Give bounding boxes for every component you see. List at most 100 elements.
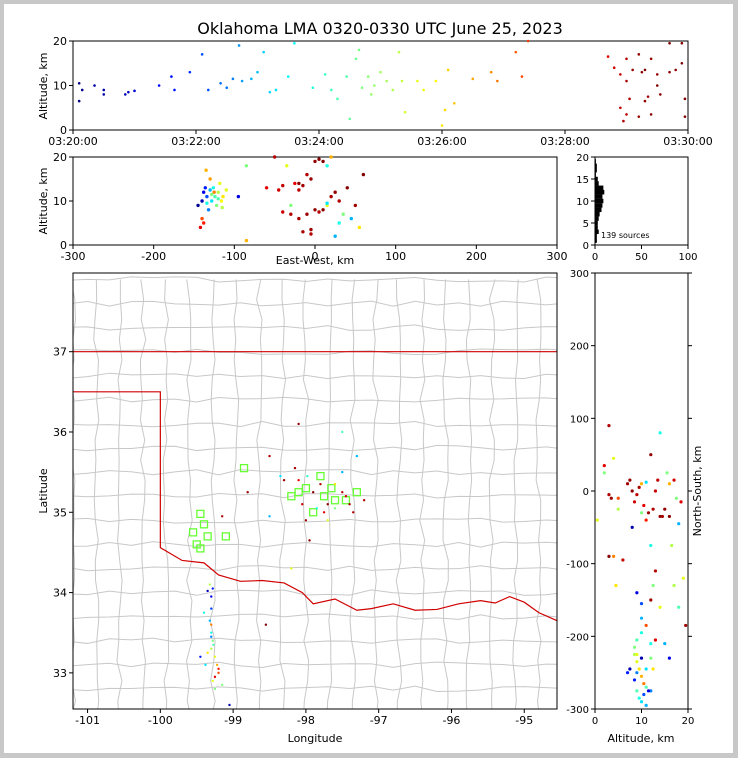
lightning-source-point <box>658 605 662 609</box>
county-boundary <box>419 279 426 709</box>
lma-station-marker <box>287 492 296 501</box>
lightning-source-point <box>188 70 192 74</box>
lightning-source-point <box>308 539 311 542</box>
lightning-source-point <box>391 88 395 92</box>
lightning-source-point <box>210 623 213 626</box>
lightning-source-point <box>349 216 353 221</box>
lightning-source-point <box>80 88 84 92</box>
county-boundary <box>73 661 557 668</box>
lightning-source-point <box>285 164 289 168</box>
county-boundary <box>186 279 193 709</box>
county-boundary <box>256 279 263 709</box>
lightning-source-point <box>246 491 249 494</box>
lightning-source-point <box>681 576 685 580</box>
map-county-grid <box>73 276 557 709</box>
lightning-source-point <box>210 607 213 610</box>
lightning-source-point <box>208 583 212 586</box>
lightning-source-point <box>344 495 348 498</box>
lightning-source-point <box>614 583 618 588</box>
lightning-source-point <box>329 194 333 199</box>
lightning-source-point <box>649 642 653 646</box>
lightning-source-point <box>360 86 364 90</box>
lightning-source-point <box>213 655 217 659</box>
lightning-source-point <box>680 41 684 45</box>
y-tick-label: 20 <box>53 151 67 164</box>
lightning-source-point <box>277 188 281 192</box>
lightning-source-point <box>607 424 611 428</box>
lightning-source-point <box>210 635 213 638</box>
x-tick-label: -96 <box>442 714 460 727</box>
lightning-source-point <box>289 212 293 216</box>
lightning-source-point <box>649 453 653 457</box>
y-tick-label: 10 <box>53 195 67 208</box>
lightning-source-point <box>301 230 305 234</box>
lightning-source-point <box>274 88 278 92</box>
lightning-source-point <box>333 234 337 238</box>
lma-station-marker <box>316 471 325 481</box>
lightning-source-point <box>220 205 224 210</box>
lightning-source-point <box>653 638 658 642</box>
x-tick-label: 0 <box>312 250 319 263</box>
lightning-source-point <box>210 192 214 197</box>
lightning-source-point <box>170 75 173 78</box>
county-boundary <box>372 279 379 709</box>
lightning-source-point <box>293 181 297 186</box>
county-boundary <box>73 276 557 283</box>
lightning-source-point <box>625 113 628 116</box>
x-tick-label: -101 <box>75 714 100 727</box>
lightning-source-point <box>228 703 231 707</box>
x-tick-label: -97 <box>370 714 388 727</box>
lightning-source-point <box>218 181 222 186</box>
figure-title: Oklahoma LMA 0320-0330 UTC June 25, 2023 <box>197 19 563 38</box>
lightning-source-point <box>305 212 309 216</box>
lightning-source-point <box>680 61 684 65</box>
x-tick-label: -99 <box>224 714 242 727</box>
lightning-source-point <box>665 471 669 475</box>
lightning-source-point <box>102 93 106 96</box>
lightning-source-point <box>211 186 216 190</box>
lightning-source-point <box>206 208 211 212</box>
x-tick-label: 03:30:00 <box>663 135 712 148</box>
y-tick-label: 35 <box>53 506 67 519</box>
lma-station-marker <box>301 484 311 493</box>
lightning-source-point <box>655 84 659 87</box>
lightning-source-point <box>443 108 447 112</box>
lightning-source-point <box>217 667 220 671</box>
county-boundary <box>73 420 557 428</box>
lightning-source-point <box>651 583 655 588</box>
lightning-source-point <box>403 110 407 114</box>
x-tick-label: 03:20:00 <box>48 135 97 148</box>
x-axis-label: Altitude, km <box>607 732 674 745</box>
lightning-source-point <box>683 97 687 101</box>
time-altitude-panel: 03:20:00 03:22:00 03:24:00 03:26:00 03:28:00… <box>37 35 713 148</box>
lightning-source-point <box>642 503 646 508</box>
lightning-source-point <box>219 81 222 85</box>
lightning-source-point <box>325 164 329 168</box>
lightning-source-point <box>619 106 622 110</box>
lma-station-marker <box>352 488 361 497</box>
lightning-source-point <box>301 183 305 188</box>
lightning-source-point <box>625 79 628 83</box>
lightning-source-point <box>286 75 290 78</box>
lightning-source-point <box>362 499 366 502</box>
lightning-source-point <box>667 482 672 486</box>
lightning-source-point <box>289 203 293 208</box>
lightning-source-point <box>434 79 438 83</box>
lightning-source-point <box>306 474 309 478</box>
lightning-source-point <box>210 631 213 634</box>
lightning-source-point <box>635 671 639 675</box>
lightning-source-point <box>632 678 637 682</box>
lightning-source-point <box>333 507 337 510</box>
lightning-source-point <box>210 199 214 203</box>
county-boundary <box>488 279 496 709</box>
lightning-source-point <box>345 186 349 190</box>
x-tick-label: 100 <box>385 250 406 263</box>
lightning-source-point <box>635 591 639 595</box>
lightning-source-point <box>514 50 518 54</box>
county-boundary <box>465 279 473 709</box>
lightning-source-point <box>644 685 648 689</box>
lightning-source-point <box>157 84 161 87</box>
lightning-source-point <box>679 500 683 504</box>
plan-view-map-panel: -101 -100 -99 -98 -97 -96 -95 33 34 35 36 37 Longitu… <box>37 272 558 745</box>
